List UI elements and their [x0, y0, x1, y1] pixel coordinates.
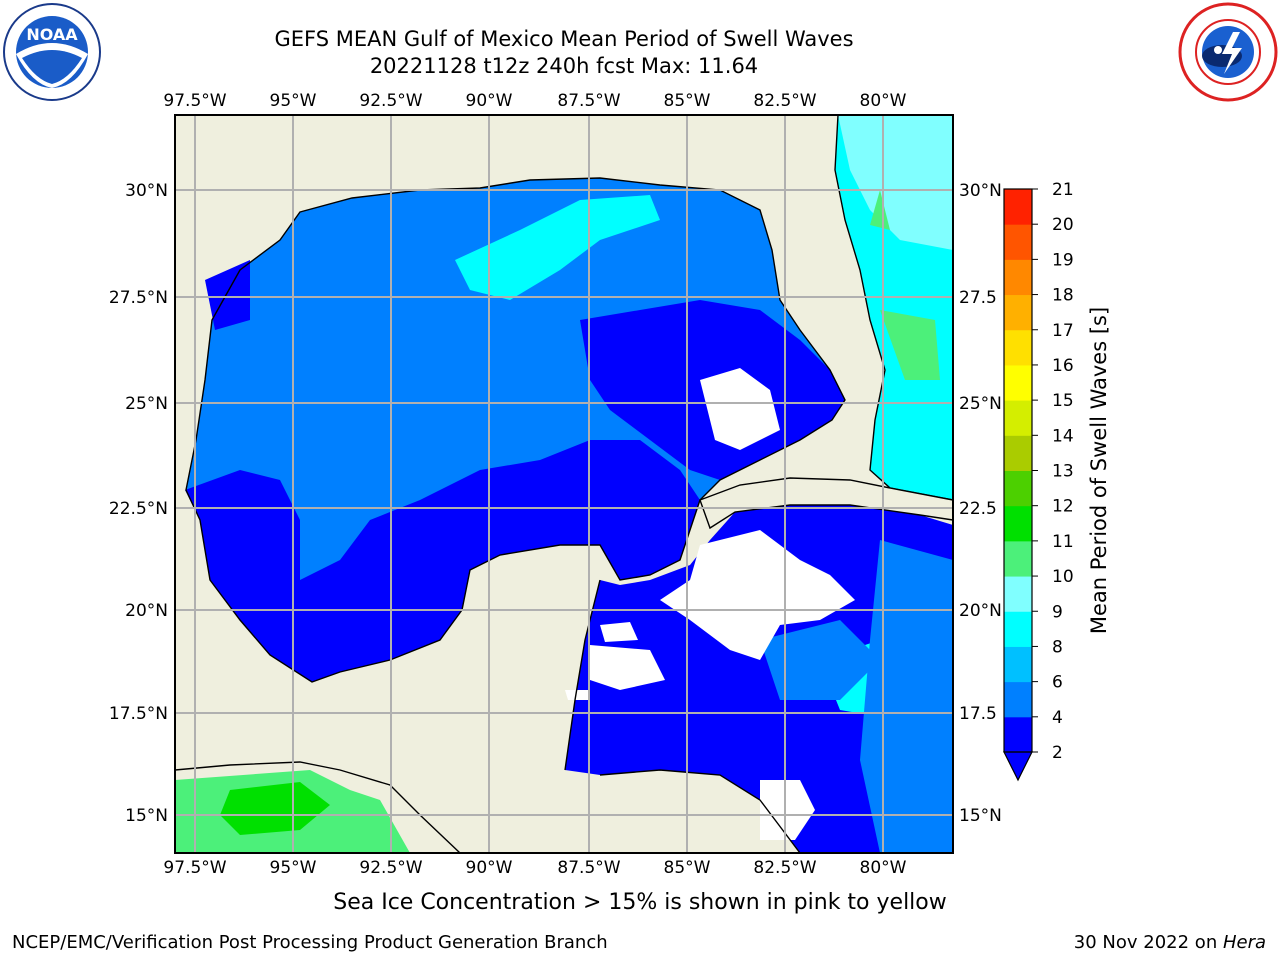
colorbar-tick-label: 14: [1052, 426, 1074, 446]
footer-host: Hera: [1222, 932, 1266, 953]
colorbar-tick-label: 19: [1052, 250, 1074, 270]
swell-band-9-10-spot: [870, 190, 890, 230]
lat-tick-label-right: 15°N: [959, 806, 1002, 826]
colorbar-segment: [1004, 470, 1032, 507]
colorbar-tick-label: 21: [1052, 180, 1074, 200]
lon-tick-label-bottom: 95°W: [270, 858, 317, 878]
colorbar-segment: [1004, 540, 1032, 577]
lon-tick-label-top: 85°W: [664, 91, 711, 111]
lon-tick-label-bottom: 80°W: [860, 858, 907, 878]
lat-tick-label-right: 25°N: [959, 394, 1002, 414]
lon-tick-label-top: 92.5°W: [359, 91, 422, 111]
map-plot-area: [175, 115, 953, 853]
lat-tick-label-right: 20°N: [959, 601, 1002, 621]
lon-tick-label-bottom: 87.5°W: [557, 858, 620, 878]
colorbar-tick-label: 11: [1052, 532, 1074, 552]
colorbar-tick-label: 18: [1052, 286, 1074, 306]
colorbar-segment: [1004, 576, 1032, 612]
lat-tick-label-right: 30°N: [959, 181, 1002, 201]
colorbar-segment: [1004, 189, 1032, 225]
lat-tick-label-right: 22.5: [959, 499, 997, 519]
ice-note: Sea Ice Concentration > 15% is shown in …: [333, 890, 947, 915]
colorbar-tick-label: 6: [1052, 673, 1063, 693]
colorbar-tick-label: 2: [1052, 743, 1063, 763]
footer-date: 30 Nov 2022 on Hera: [1074, 932, 1266, 953]
colorbar-tick-label: 17: [1052, 321, 1074, 341]
lon-tick-label-top: 87.5°W: [557, 91, 620, 111]
swell-band-6-8-shelf: [455, 195, 660, 300]
colorbar-segment: [1004, 259, 1032, 296]
colorbar-segment: [1004, 224, 1032, 260]
undefined-area: [565, 690, 590, 700]
colorbar-segment: [1004, 435, 1032, 471]
colorbar-tick-label: 8: [1052, 637, 1063, 657]
chart-subtitle: 20221128 t12z 240h fcst Max: 11.64: [369, 54, 759, 78]
lon-tick-label-top: 82.5°W: [753, 91, 816, 111]
lon-tick-label-top: 97.5°W: [163, 91, 226, 111]
undefined-area: [760, 780, 815, 840]
lon-tick-label-top: 80°W: [860, 91, 907, 111]
undefined-area: [660, 530, 855, 660]
lon-tick-label-bottom: 92.5°W: [359, 858, 422, 878]
svg-text:NOAA: NOAA: [26, 25, 78, 44]
lat-tick-label-left: 15°N: [125, 806, 168, 826]
colorbar-tick-label: 15: [1052, 391, 1074, 411]
lon-tick-label-bottom: 90°W: [466, 858, 513, 878]
colorbar-segment: [1004, 646, 1032, 683]
chart-title: GEFS MEAN Gulf of Mexico Mean Period of …: [274, 27, 854, 51]
noaa-logo: NOAA: [3, 3, 101, 101]
undefined-area: [600, 622, 638, 642]
coastline-florida-east: [834, 115, 953, 501]
colorbar-segment: [1004, 364, 1032, 401]
swell-band-4-6-caribbean: [760, 620, 880, 700]
colorbar-segment: [1004, 505, 1032, 542]
swell-band-8-9-north: [838, 115, 953, 250]
footer-credit: NCEP/EMC/Verification Post Processing Pr…: [12, 932, 608, 953]
colorbar-tick-label: 12: [1052, 497, 1074, 517]
colorbar-segment: [1004, 611, 1032, 647]
map-frame: [174, 114, 954, 854]
colorbar-label: Mean Period of Swell Waves [s]: [1087, 307, 1111, 634]
colorbar-tick-label: 10: [1052, 567, 1074, 587]
undefined-area: [700, 368, 780, 450]
colorbar-extend-arrow: [1003, 751, 1033, 782]
lon-tick-label-bottom: 97.5°W: [163, 858, 226, 878]
lat-tick-label-left: 27.5°N: [109, 288, 168, 308]
swell-band-10-11-pacific: [220, 782, 330, 835]
lon-tick-label-top: 95°W: [270, 91, 317, 111]
footer-date-text: 30 Nov 2022 on: [1073, 932, 1223, 953]
colorbar-tick-label: 13: [1052, 462, 1074, 482]
lon-tick-label-bottom: 82.5°W: [753, 858, 816, 878]
caribbean-sea: [565, 505, 953, 853]
colorbar-segment: [1004, 716, 1032, 753]
lat-tick-label-left: 30°N: [125, 181, 168, 201]
colorbar-segment: [1004, 294, 1032, 331]
lat-tick-label-left: 20°N: [125, 601, 168, 621]
lat-tick-label-right: 17.5: [959, 704, 997, 724]
coastline-honduras: [599, 769, 801, 853]
colorbar-tick-label: 20: [1052, 215, 1074, 235]
cuba-island: [699, 477, 953, 530]
lon-tick-label-top: 90°W: [466, 91, 513, 111]
colorbar-tick-label: 4: [1052, 708, 1063, 728]
colorbar-segment: [1004, 400, 1032, 436]
swell-band-9-10-florida: [880, 310, 940, 380]
swell-band-2-4-west: [185, 440, 700, 682]
undefined-area: [590, 645, 665, 690]
lon-tick-label-bottom: 85°W: [664, 858, 711, 878]
lat-tick-label-left: 25°N: [125, 394, 168, 414]
colorbar-tick-label: 16: [1052, 356, 1074, 376]
nws-logo: [1178, 2, 1278, 102]
colorbar-segment: [1004, 681, 1032, 718]
colorbar-tick-label: 9: [1052, 602, 1063, 622]
lat-tick-label-left: 17.5°N: [109, 704, 168, 724]
lat-tick-label-right: 27.5: [959, 288, 997, 308]
colorbar-segment: [1004, 329, 1032, 366]
lat-tick-label-left: 22.5°N: [109, 499, 168, 519]
